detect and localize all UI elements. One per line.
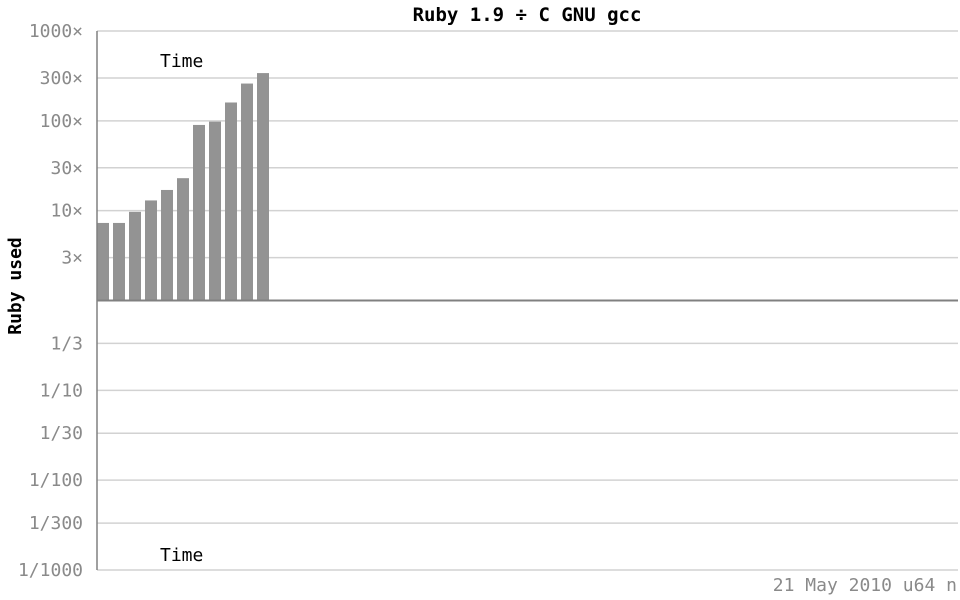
y-tick-label: 30× — [50, 158, 83, 179]
bar — [225, 102, 237, 301]
bar — [97, 222, 109, 301]
chart-title: Ruby 1.9 ÷ C GNU gcc — [413, 4, 642, 26]
bar — [209, 121, 221, 301]
bar — [257, 73, 269, 301]
annotation-upper: Time — [160, 51, 203, 72]
bar — [241, 83, 253, 301]
bar — [113, 222, 125, 301]
y-tick-label: 1/30 — [40, 423, 83, 444]
bar — [193, 124, 205, 301]
y-tick-label: 1/300 — [29, 513, 83, 534]
y-tick-label: 1/10 — [40, 380, 83, 401]
y-tick-label: 3× — [61, 248, 83, 269]
bar — [145, 200, 157, 301]
y-tick-label: 300× — [40, 68, 83, 89]
bars — [97, 73, 269, 301]
y-tick-labels: 1000× 300× 100× 30× 10× 3× 1/3 1/10 1/30 1/100 1/3… — [18, 21, 83, 581]
y-axis-label: Ruby used — [5, 237, 26, 335]
bar — [129, 211, 141, 301]
y-tick-label: 1/3 — [50, 333, 83, 354]
bar — [177, 178, 189, 301]
y-tick-label: 1/1000 — [18, 560, 83, 581]
y-tick-label: 1000× — [29, 21, 83, 42]
grid-lines — [97, 30, 958, 571]
y-tick-label: 100× — [40, 111, 83, 132]
chart-footer: 21 May 2010 u64 n — [773, 575, 957, 596]
annotation-lower: Time — [160, 545, 203, 566]
bar — [161, 189, 173, 301]
y-tick-label: 10× — [50, 201, 83, 222]
y-tick-label: 1/100 — [29, 470, 83, 491]
